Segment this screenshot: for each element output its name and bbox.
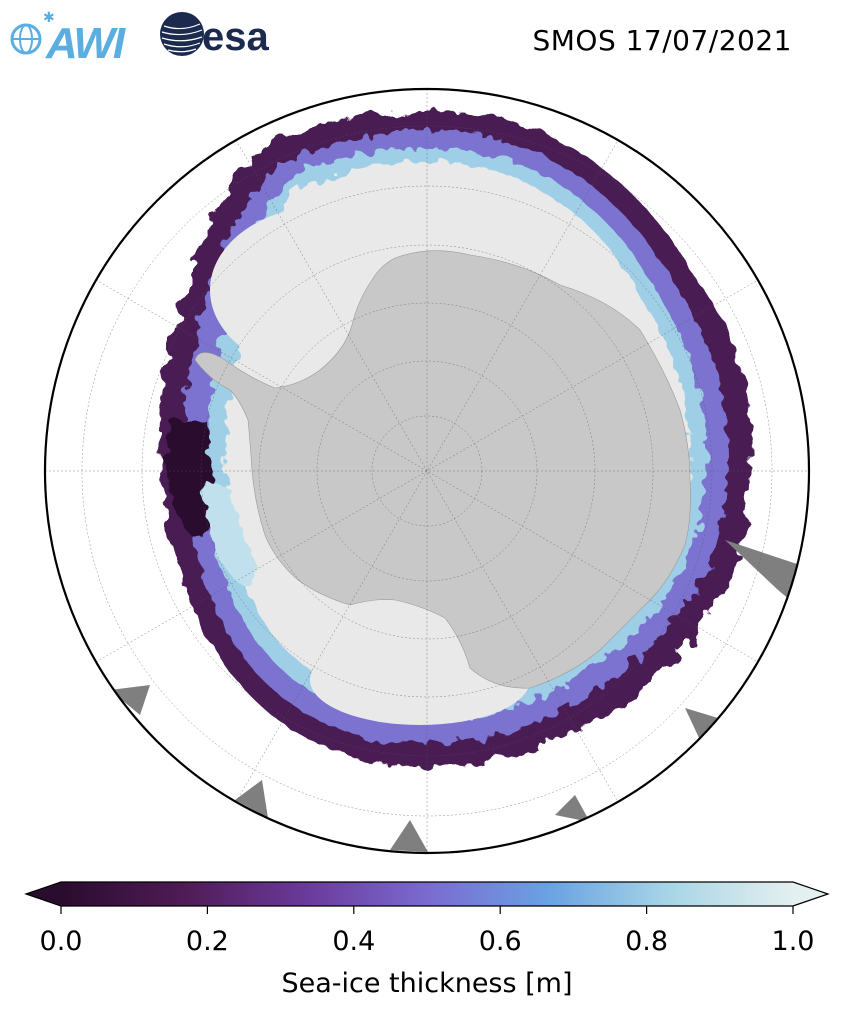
awi-logo: ✱ AWI — [6, 6, 156, 68]
colorbar-tick-label: 0.8 — [625, 926, 668, 957]
antarctica-land — [194, 250, 691, 689]
map-title: SMOS 17/07/2021 — [532, 24, 792, 57]
esa-logo-text: esa — [202, 15, 269, 59]
colorbar-gradient — [61, 882, 793, 906]
no-data-wedge — [235, 780, 268, 818]
no-data-wedge — [555, 795, 590, 822]
no-data-wedge — [685, 708, 718, 740]
graticule — [45, 89, 809, 853]
no-data-wedge — [110, 685, 150, 715]
sea-ice-map — [43, 87, 811, 855]
colorbar-extend-min — [26, 882, 61, 906]
no-data-wedge — [725, 540, 800, 600]
awi-logo-text: AWI — [45, 19, 126, 64]
colorbar-tick-label: 0.4 — [332, 926, 375, 957]
colorbar-tick-label: 0.2 — [186, 926, 229, 957]
light-ice-patch — [204, 480, 260, 587]
colorbar-extend-max — [793, 882, 828, 906]
svg-text:✱: ✱ — [43, 10, 55, 26]
colorbar-tick-label: 0.6 — [479, 926, 522, 957]
colorbar-tick-label: 1.0 — [772, 926, 815, 957]
no-data-wedge — [390, 820, 428, 852]
colorbar-ticks: 0.0 0.2 0.4 0.6 0.8 1.0 — [40, 906, 815, 957]
esa-logo: esa — [158, 10, 303, 68]
dark-ice-patch — [166, 420, 215, 536]
colorbar-tick-label: 0.0 — [40, 926, 83, 957]
colorbar-label: Sea-ice thickness [m] — [281, 968, 572, 999]
map-boundary — [43, 87, 811, 855]
colorbar: 0.0 0.2 0.4 0.6 0.8 1.0 Sea-ice thickness [m] — [24, 881, 830, 999]
